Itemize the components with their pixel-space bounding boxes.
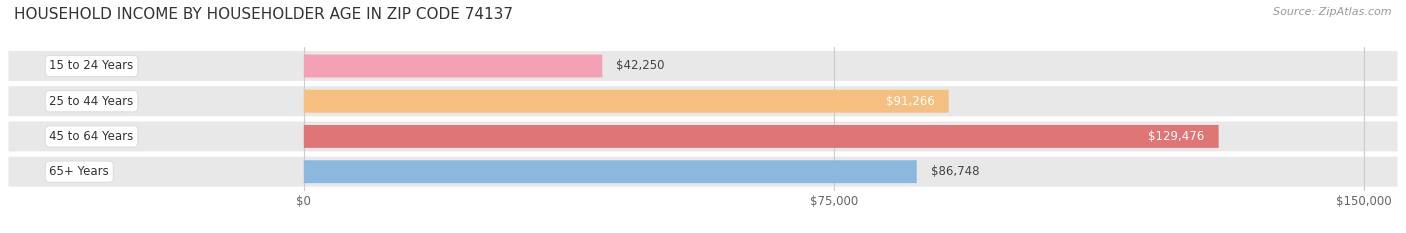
- Text: $42,250: $42,250: [616, 59, 665, 72]
- FancyBboxPatch shape: [304, 160, 917, 183]
- Text: $86,748: $86,748: [931, 165, 980, 178]
- FancyBboxPatch shape: [8, 51, 1398, 81]
- Text: 15 to 24 Years: 15 to 24 Years: [49, 59, 134, 72]
- Text: $91,266: $91,266: [886, 95, 935, 108]
- Text: $129,476: $129,476: [1149, 130, 1205, 143]
- Text: HOUSEHOLD INCOME BY HOUSEHOLDER AGE IN ZIP CODE 74137: HOUSEHOLD INCOME BY HOUSEHOLDER AGE IN Z…: [14, 7, 513, 22]
- FancyBboxPatch shape: [8, 121, 1398, 151]
- Text: 25 to 44 Years: 25 to 44 Years: [49, 95, 134, 108]
- FancyBboxPatch shape: [304, 55, 602, 77]
- FancyBboxPatch shape: [304, 90, 949, 113]
- Text: 65+ Years: 65+ Years: [49, 165, 110, 178]
- FancyBboxPatch shape: [304, 125, 1219, 148]
- FancyBboxPatch shape: [8, 157, 1398, 187]
- Text: Source: ZipAtlas.com: Source: ZipAtlas.com: [1274, 7, 1392, 17]
- FancyBboxPatch shape: [8, 86, 1398, 116]
- Text: 45 to 64 Years: 45 to 64 Years: [49, 130, 134, 143]
